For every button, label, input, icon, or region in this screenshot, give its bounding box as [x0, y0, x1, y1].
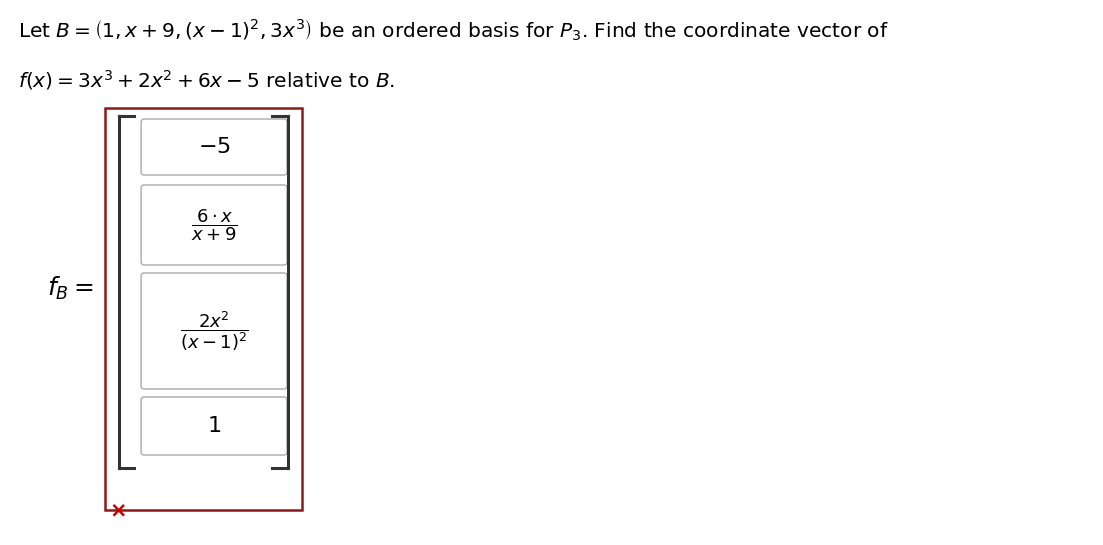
Text: $-5$: $-5$ — [197, 137, 231, 157]
Text: $f_B =$: $f_B =$ — [46, 274, 94, 301]
Bar — [105, 108, 301, 510]
FancyBboxPatch shape — [141, 185, 287, 265]
Text: $1$: $1$ — [207, 416, 221, 436]
FancyBboxPatch shape — [141, 119, 287, 175]
Text: Let $B = \left(1, x + 9, (x - 1)^2, 3x^3\right)$ be an ordered basis for $P_3$. : Let $B = \left(1, x + 9, (x - 1)^2, 3x^3… — [18, 18, 888, 43]
Text: $\dfrac{2x^2}{(x-1)^2}$: $\dfrac{2x^2}{(x-1)^2}$ — [180, 309, 248, 353]
Text: $\dfrac{6 \cdot x}{x + 9}$: $\dfrac{6 \cdot x}{x + 9}$ — [191, 207, 237, 243]
Text: ×: × — [109, 500, 127, 520]
Text: $f(x) = 3x^3 + 2x^2 + 6x - 5$ relative to $B$.: $f(x) = 3x^3 + 2x^2 + 6x - 5$ relative t… — [18, 68, 395, 92]
FancyBboxPatch shape — [141, 273, 287, 389]
FancyBboxPatch shape — [141, 397, 287, 455]
